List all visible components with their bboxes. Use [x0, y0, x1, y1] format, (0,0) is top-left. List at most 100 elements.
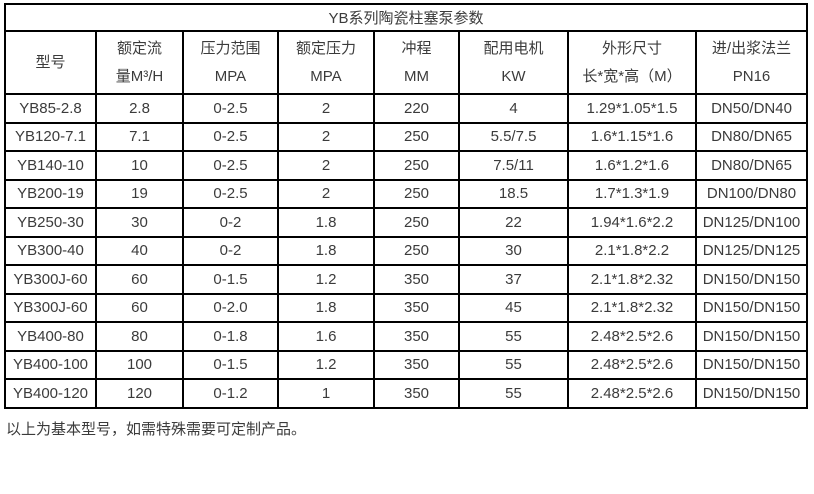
header-line2: 长*宽*高（M） — [582, 67, 682, 85]
cell-rated-pressure: 2 — [277, 178, 375, 209]
cell-dimensions: 1.6*1.15*1.6 — [567, 121, 697, 152]
table-row: YB400-120 120 0-1.2 1 350 55 2.48*2.5*2.… — [4, 378, 809, 409]
cell-flow: 19 — [95, 178, 184, 209]
cell-rated-pressure: 1.2 — [277, 349, 375, 380]
cell-rated-pressure: 1 — [277, 378, 375, 409]
cell-pressure-range: 0-2 — [182, 207, 279, 238]
cell-motor: 55 — [458, 349, 569, 380]
header-line1: 型号 — [35, 53, 66, 71]
header-line1: 配用电机 — [483, 39, 544, 57]
cell-motor: 22 — [458, 207, 569, 238]
header-line1: 进/出浆法兰 — [711, 39, 792, 57]
cell-rated-pressure: 1.8 — [277, 207, 375, 238]
cell-stroke: 220 — [373, 93, 460, 124]
cell-dimensions: 2.48*2.5*2.6 — [567, 349, 697, 380]
cell-model: YB400-120 — [4, 378, 97, 409]
cell-dimensions: 2.1*1.8*2.32 — [567, 264, 697, 295]
header-line1: 冲程 — [401, 39, 432, 57]
table-row: YB250-30 30 0-2 1.8 250 22 1.94*1.6*2.2 … — [4, 207, 809, 238]
cell-flow: 60 — [95, 292, 184, 323]
column-header-stroke: 冲程 MM — [373, 30, 460, 95]
cell-rated-pressure: 1.2 — [277, 264, 375, 295]
cell-motor: 30 — [458, 235, 569, 266]
cell-flow: 60 — [95, 264, 184, 295]
cell-rated-pressure: 1.8 — [277, 235, 375, 266]
cell-model: YB140-10 — [4, 150, 97, 181]
header-line1: 额定流 — [116, 39, 162, 57]
cell-dimensions: 1.6*1.2*1.6 — [567, 150, 697, 181]
cell-flow: 40 — [95, 235, 184, 266]
cell-stroke: 250 — [373, 178, 460, 209]
column-header-flange: 进/出浆法兰 PN16 — [694, 30, 809, 95]
cell-stroke: 350 — [373, 378, 460, 409]
cell-flange: DN150/DN150 — [694, 349, 809, 380]
cell-pressure-range: 0-2.5 — [182, 93, 279, 124]
cell-motor: 55 — [458, 378, 569, 409]
header-row: 型号 额定流 量M³/H 压力范围 MPA 额定压力 MPA 冲程 MM 配用电机 KW … — [4, 30, 809, 95]
cell-rated-pressure: 1.8 — [277, 292, 375, 323]
cell-dimensions: 1.94*1.6*2.2 — [567, 207, 697, 238]
header-line1: 额定压力 — [295, 39, 356, 57]
header-line1: 压力范围 — [200, 39, 261, 57]
cell-flow: 10 — [95, 150, 184, 181]
column-header-pressure-range: 压力范围 MPA — [182, 30, 279, 95]
cell-motor: 4 — [458, 93, 569, 124]
cell-flange: DN150/DN150 — [694, 321, 809, 352]
cell-model: YB400-80 — [4, 321, 97, 352]
cell-motor: 55 — [458, 321, 569, 352]
cell-flow: 2.8 — [95, 93, 184, 124]
cell-stroke: 350 — [373, 292, 460, 323]
cell-flange: DN150/DN150 — [694, 264, 809, 295]
cell-pressure-range: 0-2.0 — [182, 292, 279, 323]
cell-rated-pressure: 2 — [277, 93, 375, 124]
page: YB系列陶瓷柱塞泵参数 型号 额定流 量M³/H 压力范围 MPA 额定压力 MPA … — [3, 3, 810, 439]
header-line2: 量M³/H — [115, 67, 164, 85]
cell-dimensions: 2.48*2.5*2.6 — [567, 321, 697, 352]
cell-flow: 30 — [95, 207, 184, 238]
table-row: YB140-10 10 0-2.5 2 250 7.5/11 1.6*1.2*1… — [4, 150, 809, 181]
cell-pressure-range: 0-1.5 — [182, 264, 279, 295]
cell-rated-pressure: 2 — [277, 150, 375, 181]
cell-stroke: 250 — [373, 235, 460, 266]
cell-flow: 80 — [95, 321, 184, 352]
header-line2: MPA — [214, 67, 247, 85]
cell-stroke: 250 — [373, 121, 460, 152]
cell-flow: 100 — [95, 349, 184, 380]
cell-flow: 120 — [95, 378, 184, 409]
cell-stroke: 250 — [373, 150, 460, 181]
cell-stroke: 250 — [373, 207, 460, 238]
cell-flange: DN125/DN100 — [694, 207, 809, 238]
cell-model: YB120-7.1 — [4, 121, 97, 152]
cell-flange: DN125/DN125 — [694, 235, 809, 266]
column-header-motor: 配用电机 KW — [458, 30, 569, 95]
column-header-rated-pressure: 额定压力 MPA — [277, 30, 375, 95]
cell-dimensions: 1.7*1.3*1.9 — [567, 178, 697, 209]
cell-flange: DN80/DN65 — [694, 150, 809, 181]
header-line2: MM — [404, 67, 429, 85]
header-line1: 外形尺寸 — [601, 39, 662, 57]
cell-pressure-range: 0-1.2 — [182, 378, 279, 409]
cell-stroke: 350 — [373, 349, 460, 380]
cell-dimensions: 1.29*1.05*1.5 — [567, 93, 697, 124]
cell-stroke: 350 — [373, 321, 460, 352]
cell-flange: DN100/DN80 — [694, 178, 809, 209]
title-row: YB系列陶瓷柱塞泵参数 — [3, 3, 809, 32]
cell-model: YB300J-60 — [4, 292, 97, 323]
cell-flow: 7.1 — [95, 121, 184, 152]
table-row: YB85-2.8 2.8 0-2.5 2 220 4 1.29*1.05*1.5… — [4, 93, 809, 124]
header-line2: KW — [501, 67, 526, 85]
cell-motor: 37 — [458, 264, 569, 295]
table-title: YB系列陶瓷柱塞泵参数 — [3, 3, 809, 32]
cell-rated-pressure: 1.6 — [277, 321, 375, 352]
table-row: YB120-7.1 7.1 0-2.5 2 250 5.5/7.5 1.6*1.… — [4, 121, 809, 152]
cell-model: YB400-100 — [4, 349, 97, 380]
cell-pressure-range: 0-1.5 — [182, 349, 279, 380]
cell-flange: DN50/DN40 — [694, 93, 809, 124]
cell-rated-pressure: 2 — [277, 121, 375, 152]
table-row: YB300-40 40 0-2 1.8 250 30 2.1*1.8*2.2 D… — [4, 235, 809, 266]
cell-motor: 5.5/7.5 — [458, 121, 569, 152]
cell-motor: 7.5/11 — [458, 150, 569, 181]
table-row: YB300J-60 60 0-1.5 1.2 350 37 2.1*1.8*2.… — [4, 264, 809, 295]
table-row: YB300J-60 60 0-2.0 1.8 350 45 2.1*1.8*2.… — [4, 292, 809, 323]
spec-table: YB系列陶瓷柱塞泵参数 型号 额定流 量M³/H 压力范围 MPA 额定压力 MPA … — [3, 3, 809, 409]
